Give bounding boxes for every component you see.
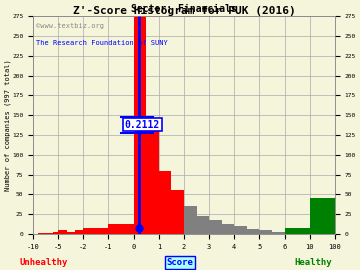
Bar bbox=[184, 206, 197, 234]
Bar bbox=[171, 190, 184, 234]
Text: The Research Foundation of SUNY: The Research Foundation of SUNY bbox=[36, 40, 168, 46]
Bar bbox=[272, 232, 284, 234]
Text: Sector: Financials: Sector: Financials bbox=[131, 4, 237, 14]
Bar bbox=[222, 224, 234, 234]
Bar bbox=[310, 198, 335, 234]
Y-axis label: Number of companies (997 total): Number of companies (997 total) bbox=[4, 59, 11, 191]
Bar bbox=[260, 230, 272, 234]
Bar bbox=[284, 228, 310, 234]
Bar bbox=[146, 131, 159, 234]
Bar bbox=[53, 232, 58, 234]
Title: Z'-Score Histogram for PUK (2016): Z'-Score Histogram for PUK (2016) bbox=[73, 6, 295, 16]
Bar bbox=[197, 217, 209, 234]
Bar bbox=[48, 233, 53, 234]
Bar bbox=[247, 229, 260, 234]
Bar bbox=[234, 226, 247, 234]
Text: ©www.textbiz.org: ©www.textbiz.org bbox=[36, 23, 104, 29]
Bar bbox=[58, 230, 67, 234]
Text: 0.2112: 0.2112 bbox=[125, 120, 160, 130]
Bar bbox=[209, 220, 222, 234]
Bar bbox=[75, 230, 83, 234]
Bar bbox=[67, 232, 75, 234]
Bar bbox=[134, 16, 146, 234]
Text: Score: Score bbox=[167, 258, 193, 267]
Text: Healthy: Healthy bbox=[294, 258, 332, 267]
Bar bbox=[108, 224, 134, 234]
Bar bbox=[38, 233, 43, 234]
Text: Unhealthy: Unhealthy bbox=[19, 258, 67, 267]
Bar bbox=[83, 228, 108, 234]
Bar bbox=[43, 233, 48, 234]
Bar bbox=[159, 171, 171, 234]
